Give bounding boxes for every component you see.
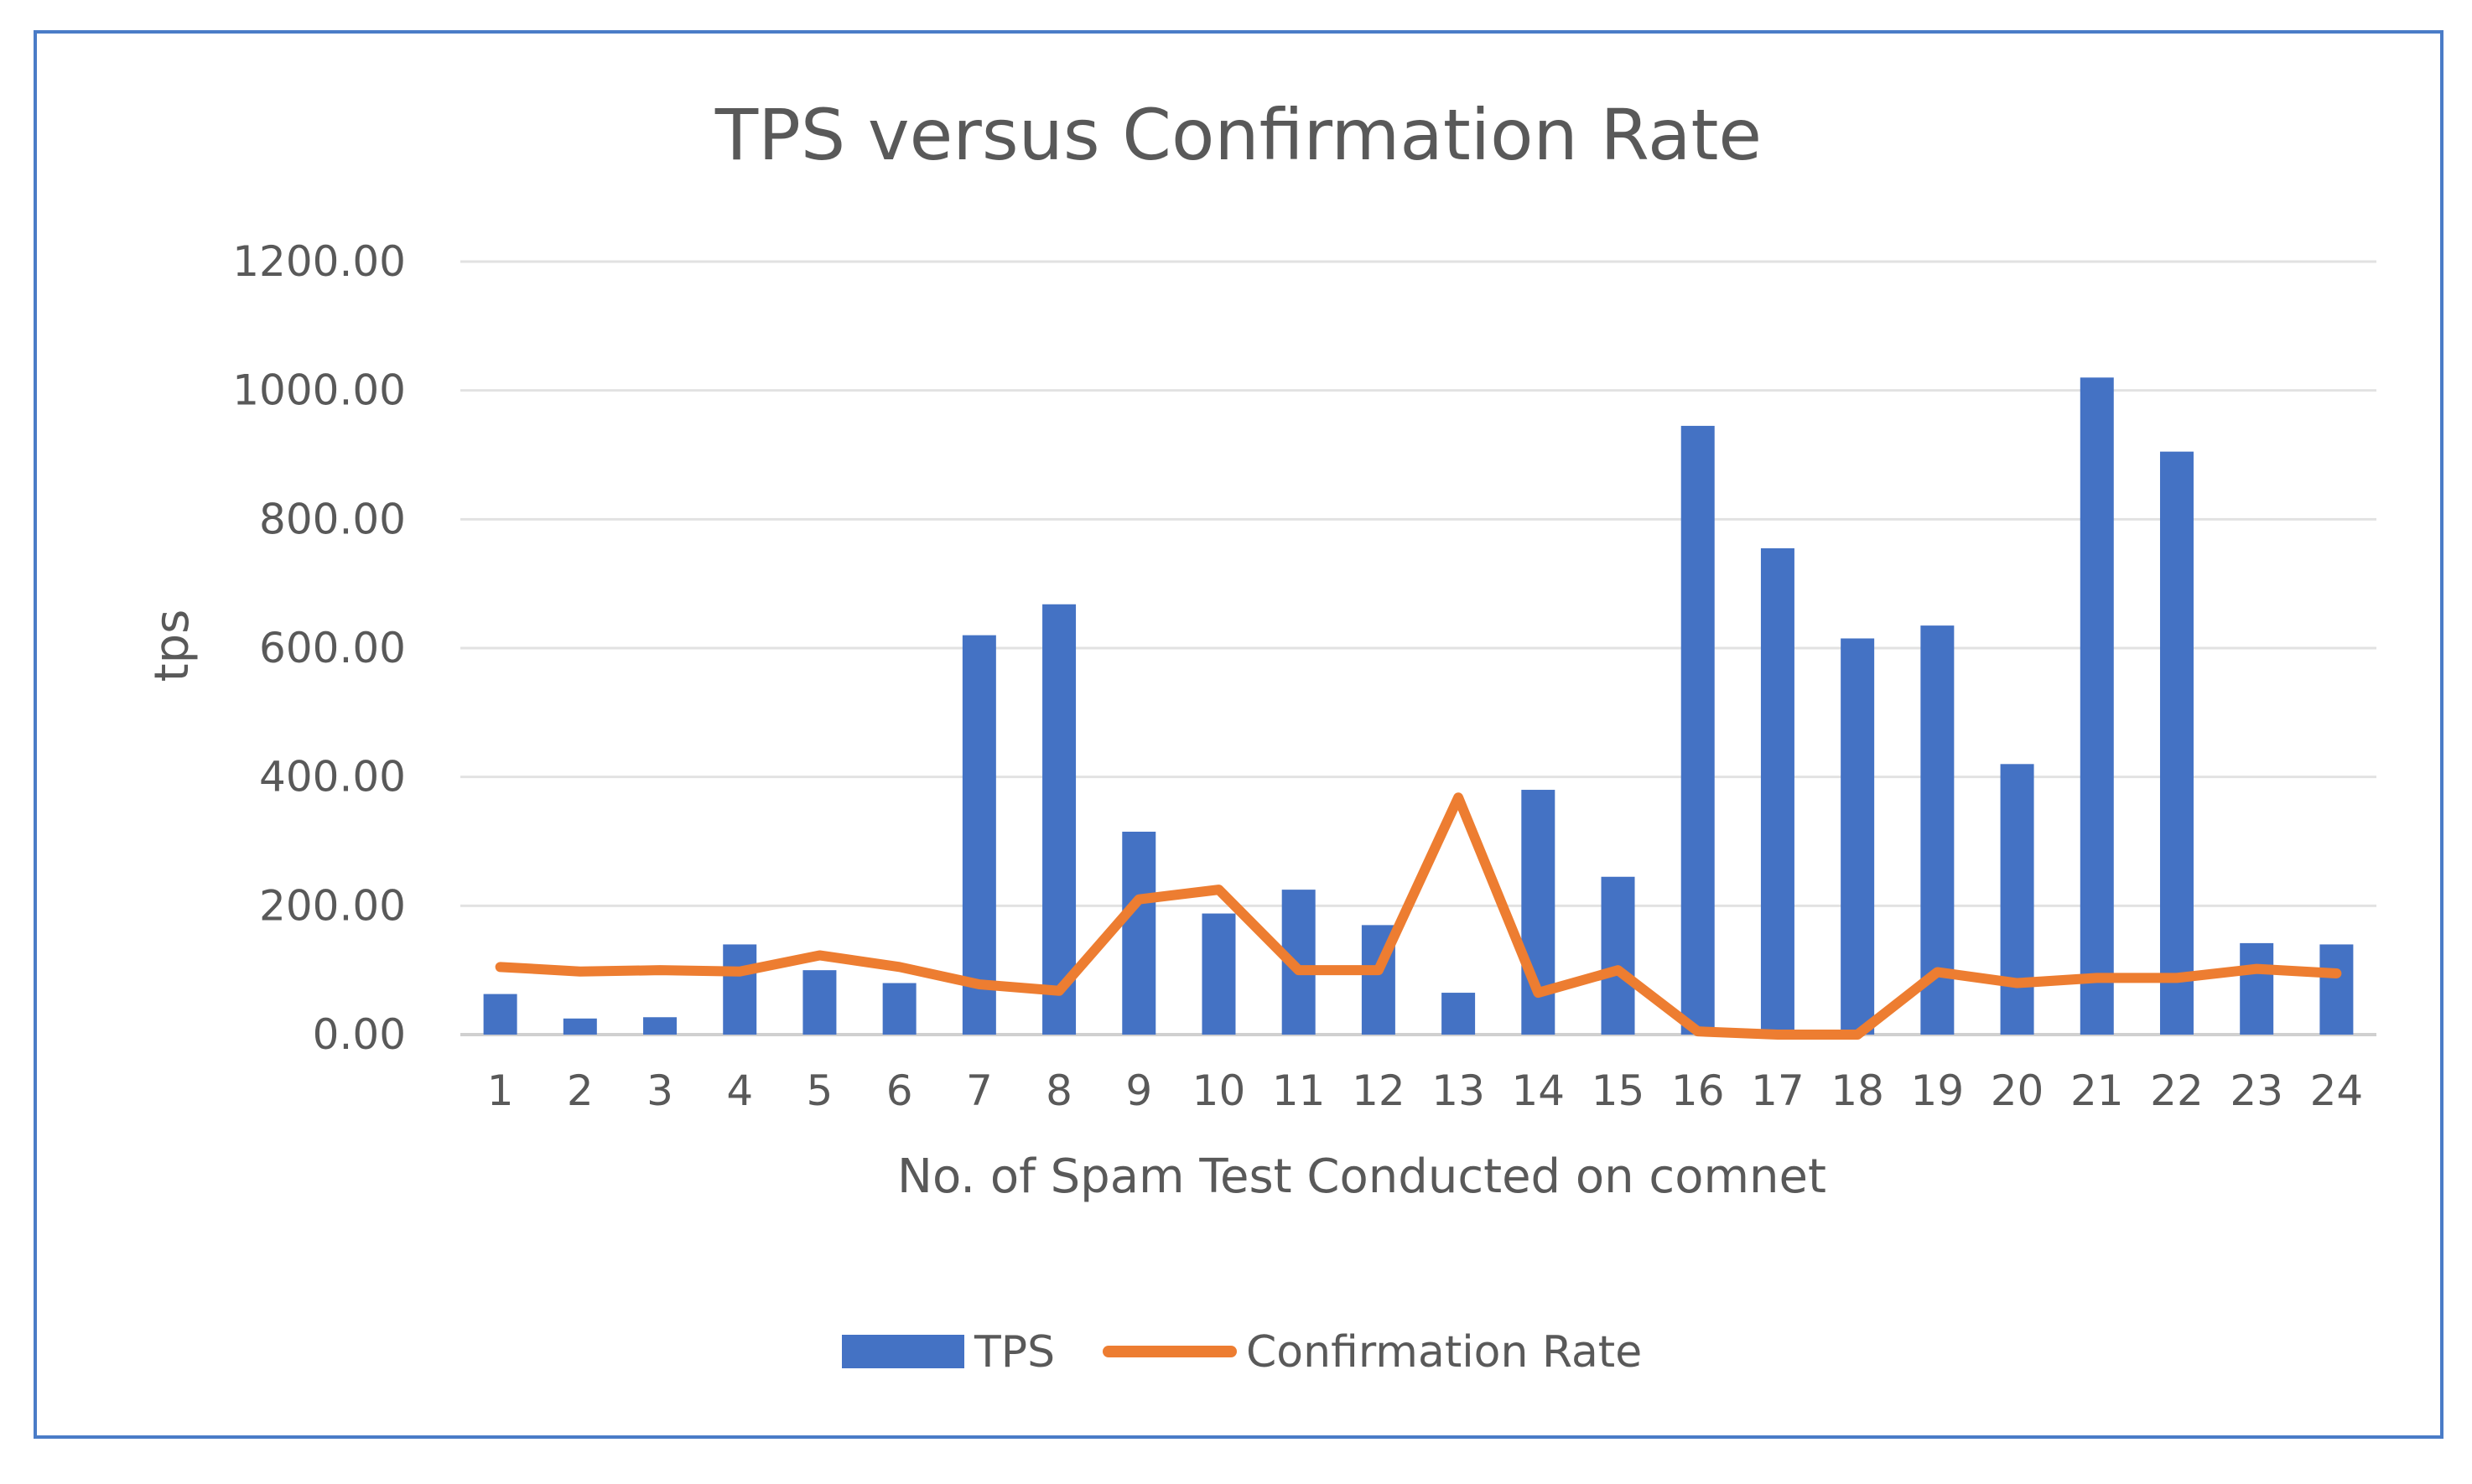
legend-tps-swatch: [842, 1335, 964, 1368]
chart-svg: TPS versus Confirmation Rate 0.00 200.00 4…: [145, 94, 2376, 1378]
tps-bar-19: [1920, 625, 1955, 1035]
gridlines: [460, 260, 2376, 1036]
confirmation-rate-line-group: [495, 792, 2342, 1040]
x-tick-label: 6: [886, 1066, 913, 1115]
x-tick-label: 8: [1046, 1066, 1072, 1115]
x-tick-label: 3: [647, 1066, 673, 1115]
legend: TPS Confirmation Rate: [842, 1327, 1642, 1378]
tps-bar-17: [1760, 547, 1794, 1035]
x-tick-label: 11: [1272, 1066, 1326, 1115]
tps-bar-8: [1042, 604, 1077, 1035]
tps-bar-24: [2319, 944, 2354, 1035]
x-tick-label: 20: [1991, 1066, 2044, 1115]
tps-bar-4: [723, 944, 757, 1035]
y-tick-label: 200.00: [259, 881, 406, 930]
x-tick-label: 16: [1671, 1066, 1725, 1115]
tps-bar-18: [1841, 638, 1875, 1035]
y-tick-label: 600.00: [259, 624, 406, 672]
x-tick-label: 21: [2070, 1066, 2124, 1115]
tps-bar-13: [1441, 993, 1476, 1035]
y-tick-label: 800.00: [259, 495, 406, 543]
x-tick-label: 18: [1831, 1066, 1884, 1115]
tps-bar-3: [643, 1017, 678, 1035]
legend-tps-label: TPS: [974, 1327, 1055, 1378]
x-tick-label: 17: [1751, 1066, 1805, 1115]
legend-confirmation-rate-label: Confirmation Rate: [1246, 1327, 1642, 1378]
x-tick-label: 4: [726, 1066, 753, 1115]
x-tick-label: 14: [1512, 1066, 1566, 1115]
tps-bar-1: [483, 994, 517, 1035]
x-axis-title: No. of Spam Test Conducted on comnet: [897, 1149, 1826, 1204]
x-tick-label: 22: [2150, 1066, 2204, 1115]
confirmation-rate-line: [495, 792, 2342, 1040]
tps-bar-9: [1122, 831, 1156, 1035]
x-tick-label: 19: [1911, 1066, 1965, 1115]
tps-bar-21: [2080, 377, 2114, 1035]
x-tick-label: 1: [487, 1066, 514, 1115]
tps-bar-2: [563, 1018, 597, 1035]
x-tick-label: 5: [807, 1066, 834, 1115]
y-axis-ticks: 0.00 200.00 400.00 600.00 800.00 1000.00 1200.…: [232, 237, 406, 1059]
tps-bar-10: [1202, 913, 1236, 1035]
y-tick-label: 1000.00: [232, 366, 406, 415]
y-tick-label: 0.00: [313, 1010, 406, 1059]
tps-bar-7: [962, 635, 996, 1035]
tps-bar-23: [2240, 942, 2274, 1035]
tps-bar-5: [802, 970, 837, 1035]
x-tick-label: 15: [1592, 1066, 1645, 1115]
tps-bar-6: [882, 983, 917, 1035]
tps-bar-16: [1680, 425, 1715, 1035]
chart-frame: TPS versus Confirmation Rate 0.00 200.00 4…: [34, 30, 2443, 1439]
x-tick-label: 10: [1192, 1066, 1246, 1115]
tps-bar-20: [2000, 764, 2034, 1035]
x-tick-label: 7: [966, 1066, 993, 1115]
y-tick-label: 400.00: [259, 753, 406, 802]
x-tick-label: 9: [1125, 1066, 1152, 1115]
x-axis-ticks: 1 2 3 4 5 6 7 8 9 10 11 12 13 14 15 16 17 18 19 20 21 22 23 24: [487, 1066, 2364, 1115]
tps-bar-14: [1521, 790, 1555, 1035]
x-tick-label: 12: [1352, 1066, 1405, 1115]
x-tick-label: 23: [2230, 1066, 2283, 1115]
y-axis-title: tps: [145, 610, 200, 682]
x-tick-label: 2: [567, 1066, 594, 1115]
tps-bar-22: [2159, 451, 2194, 1035]
x-tick-label: 13: [1431, 1066, 1485, 1115]
chart-title: TPS versus Confirmation Rate: [714, 94, 1762, 176]
x-tick-label: 24: [2310, 1066, 2364, 1115]
tps-bar-15: [1601, 876, 1635, 1035]
y-tick-label: 1200.00: [232, 237, 406, 286]
tps-bars: [483, 377, 2354, 1035]
